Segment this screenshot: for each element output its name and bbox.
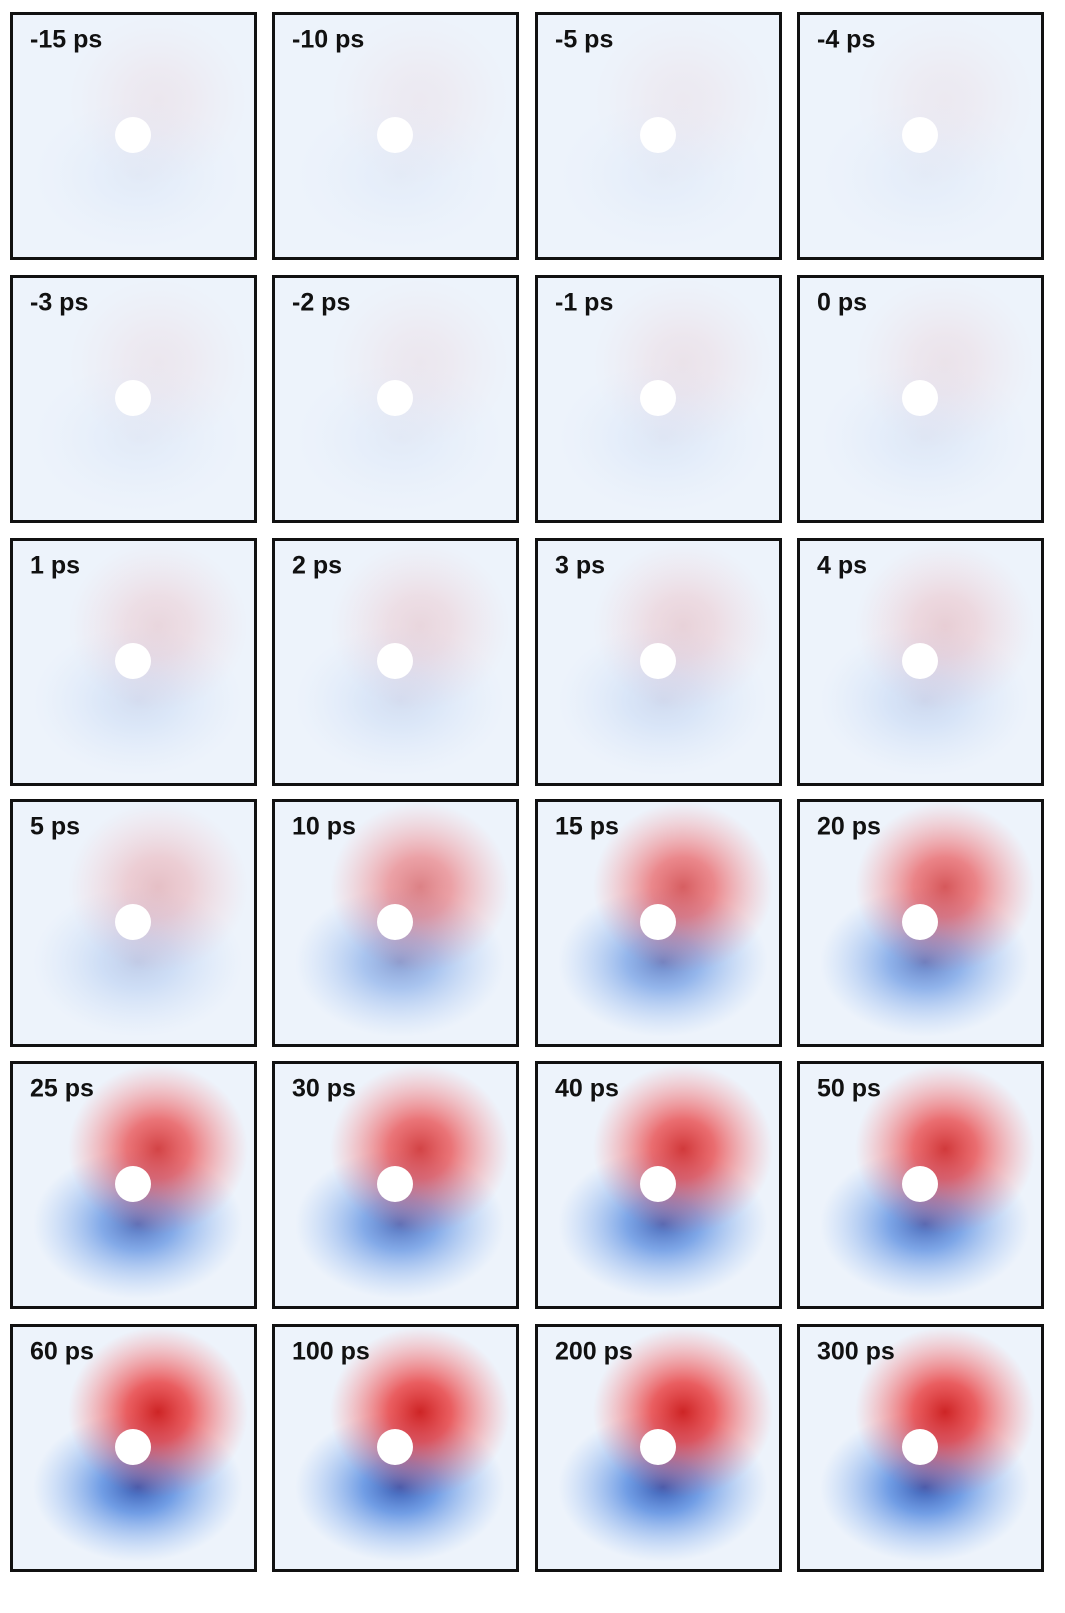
panel: -3 ps — [10, 275, 257, 523]
panel: -1 ps — [535, 275, 782, 523]
panel: 0 ps — [797, 275, 1044, 523]
panel: 300 ps — [797, 1324, 1044, 1572]
red-lobe — [593, 1064, 773, 1234]
beam-stop — [115, 117, 151, 153]
panel: 1 ps — [10, 538, 257, 786]
red-lobe — [593, 802, 773, 972]
panel: 15 ps — [535, 799, 782, 1047]
panel-label: 25 ps — [30, 1075, 94, 1103]
beam-stop — [377, 643, 413, 679]
panel: 200 ps — [535, 1324, 782, 1572]
red-lobe — [68, 1064, 248, 1234]
red-lobe — [68, 278, 248, 448]
red-lobe — [593, 541, 773, 711]
panel-label: 30 ps — [292, 1075, 356, 1103]
panel: 100 ps — [272, 1324, 519, 1572]
beam-stop — [902, 904, 938, 940]
beam-stop — [377, 904, 413, 940]
panel: -2 ps — [272, 275, 519, 523]
red-lobe — [68, 1327, 248, 1497]
red-lobe — [855, 541, 1035, 711]
panel-label: 15 ps — [555, 813, 619, 841]
panel-label: 50 ps — [817, 1075, 881, 1103]
panel-label: -5 ps — [555, 26, 613, 54]
red-lobe — [330, 541, 510, 711]
panel-label: 200 ps — [555, 1338, 633, 1366]
beam-stop — [640, 1429, 676, 1465]
beam-stop — [115, 380, 151, 416]
red-lobe — [593, 15, 773, 185]
panel: 40 ps — [535, 1061, 782, 1309]
panel-label: -2 ps — [292, 289, 350, 317]
beam-stop — [115, 904, 151, 940]
panel-label: 5 ps — [30, 813, 80, 841]
panel-label: -10 ps — [292, 26, 364, 54]
panel-label: -15 ps — [30, 26, 102, 54]
panel-label: 100 ps — [292, 1338, 370, 1366]
panel-label: 40 ps — [555, 1075, 619, 1103]
beam-stop — [377, 117, 413, 153]
panel-label: 60 ps — [30, 1338, 94, 1366]
beam-stop — [115, 1166, 151, 1202]
panel: -4 ps — [797, 12, 1044, 260]
panel-label: 1 ps — [30, 552, 80, 580]
red-lobe — [68, 802, 248, 972]
panel: 4 ps — [797, 538, 1044, 786]
beam-stop — [902, 380, 938, 416]
panel: 60 ps — [10, 1324, 257, 1572]
panel: 2 ps — [272, 538, 519, 786]
beam-stop — [640, 643, 676, 679]
beam-stop — [640, 117, 676, 153]
figure: -15 ps -10 ps -5 ps -4 ps -3 ps -2 ps -1 ps 0 p… — [0, 0, 1065, 1613]
beam-stop — [902, 643, 938, 679]
panel: 20 ps — [797, 799, 1044, 1047]
red-lobe — [855, 802, 1035, 972]
beam-stop — [377, 1166, 413, 1202]
panel: 25 ps — [10, 1061, 257, 1309]
beam-stop — [640, 1166, 676, 1202]
beam-stop — [377, 1429, 413, 1465]
panel-label: -3 ps — [30, 289, 88, 317]
panel: 30 ps — [272, 1061, 519, 1309]
panel: 10 ps — [272, 799, 519, 1047]
panel: 50 ps — [797, 1061, 1044, 1309]
panel-label: 20 ps — [817, 813, 881, 841]
panel-label: -1 ps — [555, 289, 613, 317]
red-lobe — [855, 1064, 1035, 1234]
red-lobe — [855, 15, 1035, 185]
beam-stop — [640, 904, 676, 940]
beam-stop — [902, 117, 938, 153]
red-lobe — [593, 278, 773, 448]
red-lobe — [855, 278, 1035, 448]
red-lobe — [330, 1064, 510, 1234]
red-lobe — [68, 541, 248, 711]
beam-stop — [902, 1166, 938, 1202]
panel: 5 ps — [10, 799, 257, 1047]
panel-label: 4 ps — [817, 552, 867, 580]
red-lobe — [330, 802, 510, 972]
panel: -5 ps — [535, 12, 782, 260]
panel: -10 ps — [272, 12, 519, 260]
beam-stop — [902, 1429, 938, 1465]
panel: 3 ps — [535, 538, 782, 786]
panel: -15 ps — [10, 12, 257, 260]
panel-label: 2 ps — [292, 552, 342, 580]
beam-stop — [115, 1429, 151, 1465]
panel-label: 10 ps — [292, 813, 356, 841]
panel-label: 0 ps — [817, 289, 867, 317]
beam-stop — [640, 380, 676, 416]
beam-stop — [377, 380, 413, 416]
beam-stop — [115, 643, 151, 679]
panel-label: -4 ps — [817, 26, 875, 54]
panel-label: 300 ps — [817, 1338, 895, 1366]
panel-label: 3 ps — [555, 552, 605, 580]
red-lobe — [330, 278, 510, 448]
